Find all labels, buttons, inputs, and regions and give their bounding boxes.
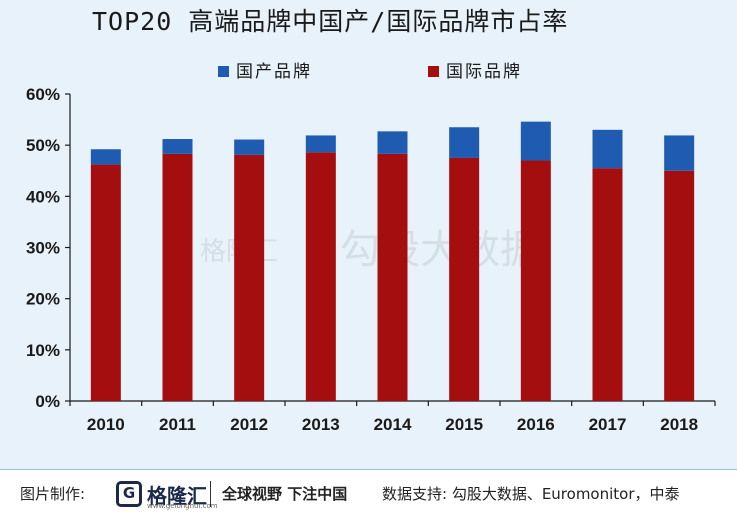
x-tick-label: 2011	[159, 415, 196, 434]
bar-segment	[90, 164, 121, 401]
slogan: 全球视野 下注中国	[222, 485, 348, 503]
bar-segment	[664, 170, 695, 401]
x-tick-label: 2012	[230, 415, 268, 434]
made-by-label: 图片制作:	[20, 485, 86, 503]
y-tick-label: 0%	[35, 392, 60, 411]
x-tick-label: 2016	[517, 415, 555, 434]
footer-divider	[0, 469, 737, 470]
y-tick-label: 30%	[26, 239, 60, 258]
legend-swatch	[218, 66, 229, 77]
y-tick-label: 40%	[26, 187, 60, 206]
x-tick-label: 2017	[589, 415, 627, 434]
footer: 图片制作: G 格隆汇 www.gelonghui.com 全球视野 下注中国 …	[0, 469, 737, 517]
y-tick-label: 60%	[26, 85, 60, 104]
bar-segment	[520, 160, 551, 401]
bar-segment	[592, 129, 623, 169]
chart-title: TOP20 高端品牌中国产/国际品牌市占率	[0, 0, 737, 48]
footer-separator	[210, 481, 211, 507]
bar-segment	[664, 135, 695, 171]
bar-segment	[520, 121, 551, 161]
x-tick-label: 2015	[445, 415, 483, 434]
bar-segment	[449, 157, 480, 401]
y-tick-label: 10%	[26, 341, 60, 360]
bar-segment	[90, 149, 121, 165]
watermark-text: 勾股大数据	[340, 227, 540, 273]
data-source: 数据支持: 勾股大数据、Euromonitor，中泰	[382, 485, 680, 503]
logo-url: www.gelonghui.com	[147, 502, 218, 510]
stacked-bar-chart: 勾股大数据格隆汇0%10%20%30%40%50%60%201020112012…	[26, 62, 716, 434]
chart-area: 勾股大数据格隆汇0%10%20%30%40%50%60%201020112012…	[0, 48, 737, 469]
legend-label: 国产品牌	[236, 62, 312, 82]
legend-swatch	[428, 66, 439, 77]
logo-text: 格隆汇	[147, 484, 207, 508]
gelonghui-logo-icon: G	[116, 481, 142, 507]
bar-segment	[305, 152, 336, 401]
x-tick-label: 2013	[302, 415, 340, 434]
bar-segment	[449, 127, 480, 158]
x-tick-label: 2010	[87, 415, 125, 434]
bar-segment	[305, 135, 336, 153]
bar-segment	[162, 153, 193, 401]
x-tick-label: 2014	[374, 415, 412, 434]
bar-segment	[162, 139, 193, 154]
y-tick-label: 50%	[26, 136, 60, 155]
legend-label: 国际品牌	[446, 62, 522, 82]
bar-segment	[592, 168, 623, 401]
bar-segment	[234, 139, 265, 155]
bar-segment	[377, 153, 408, 401]
y-tick-label: 20%	[26, 290, 60, 309]
x-tick-label: 2018	[660, 415, 698, 434]
bar-segment	[234, 154, 265, 401]
bar-segment	[377, 131, 408, 154]
